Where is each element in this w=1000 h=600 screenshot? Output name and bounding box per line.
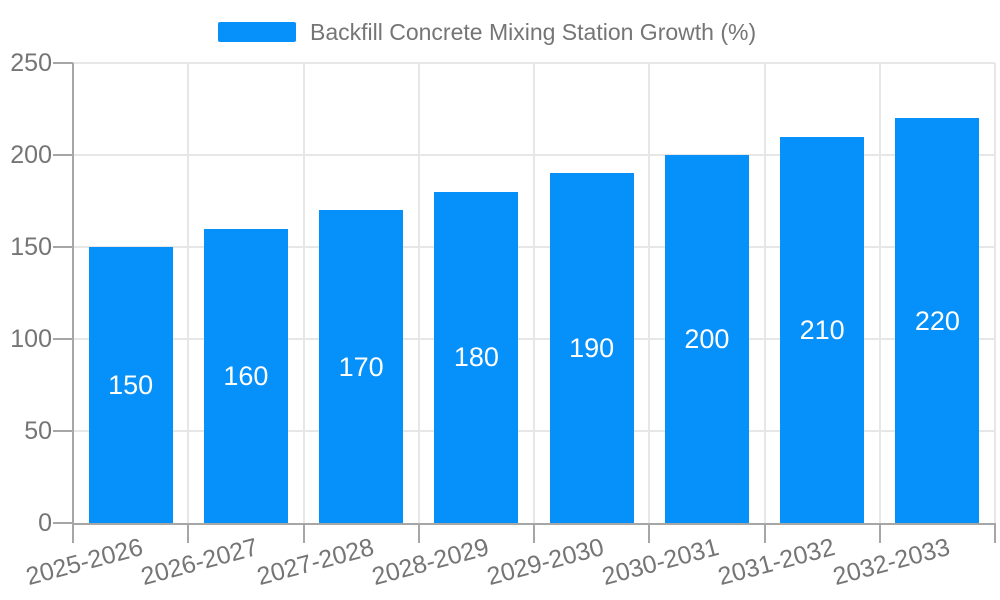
x-axis-tick	[763, 523, 766, 543]
bar[interactable]	[895, 118, 980, 523]
y-axis-tick	[53, 246, 73, 248]
bar-value-label: 160	[223, 360, 269, 391]
x-axis-tick	[417, 523, 420, 543]
y-axis-tick	[53, 338, 73, 340]
gridline-vertical	[648, 63, 651, 523]
gridline-vertical	[878, 63, 881, 523]
x-axis-tick	[187, 523, 190, 543]
bar[interactable]	[434, 191, 519, 523]
y-axis-line	[72, 63, 74, 523]
bar-value-label: 180	[453, 342, 499, 373]
gridline-vertical	[994, 63, 996, 523]
gridline-vertical	[187, 63, 190, 523]
x-axis-label: 2031-2032	[714, 533, 838, 591]
gridline-vertical	[302, 63, 305, 523]
x-axis-tick	[533, 523, 535, 543]
x-axis-label: 2028-2029	[368, 533, 492, 591]
x-axis-tick	[878, 523, 881, 543]
x-axis-label: 2026-2027	[138, 533, 262, 591]
bar-value-label: 190	[569, 333, 615, 364]
x-axis-tick	[648, 523, 651, 543]
gridline-vertical	[417, 63, 420, 523]
y-axis-label: 100	[10, 325, 52, 353]
bar[interactable]	[88, 247, 173, 523]
y-axis-label: 0	[38, 509, 52, 537]
bar[interactable]	[203, 228, 288, 523]
y-axis-label: 50	[24, 417, 52, 445]
x-axis-tick	[994, 523, 996, 543]
bar-value-label: 170	[338, 351, 384, 382]
y-axis-label: 150	[10, 233, 52, 261]
bar[interactable]	[664, 155, 749, 523]
bar-value-label: 150	[108, 370, 154, 400]
y-axis-tick	[53, 62, 73, 64]
gridline-vertical	[533, 63, 535, 523]
y-axis-tick	[53, 154, 73, 156]
y-axis-label: 250	[10, 49, 52, 77]
x-axis-tick	[302, 523, 305, 543]
bar-value-label: 200	[684, 324, 730, 354]
y-axis-tick	[53, 430, 73, 432]
gridline-vertical	[763, 63, 766, 523]
x-axis-label: 2030-2031	[599, 533, 723, 591]
bar[interactable]	[319, 210, 404, 523]
legend[interactable]: Backfill Concrete Mixing Station Growth …	[218, 20, 756, 44]
bar[interactable]	[780, 136, 865, 523]
x-axis-label: 2025-2026	[23, 533, 146, 591]
x-axis-tick	[72, 523, 74, 543]
bar-value-label: 210	[799, 314, 845, 345]
x-axis-label: 2032-2033	[829, 533, 953, 591]
bar[interactable]	[549, 173, 634, 523]
y-axis-tick	[53, 522, 73, 524]
legend-swatch	[218, 22, 296, 42]
x-axis-label: 2027-2028	[253, 533, 377, 591]
x-axis-line	[72, 523, 996, 525]
legend-label: Backfill Concrete Mixing Station Growth …	[310, 19, 757, 45]
y-axis-label: 200	[10, 141, 52, 169]
x-axis-label: 2029-2030	[484, 533, 607, 591]
bar-value-label: 220	[914, 305, 960, 336]
